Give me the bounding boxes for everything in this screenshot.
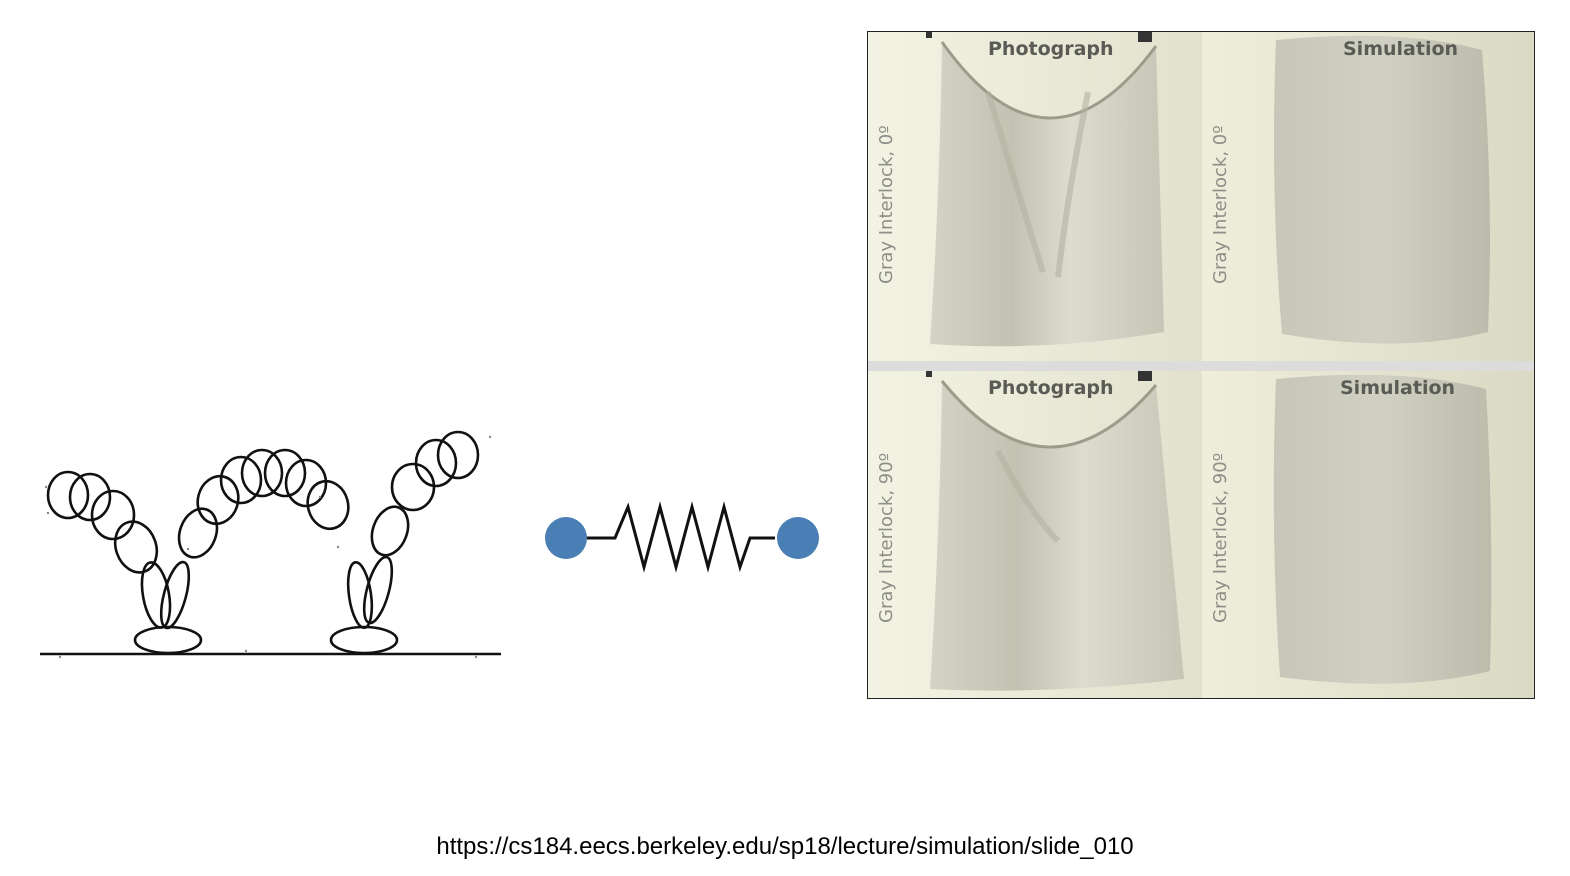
row-divider xyxy=(868,361,1534,371)
mass-spring-diagram xyxy=(545,501,819,573)
source-url: https://cs184.eecs.berkeley.edu/sp18/lec… xyxy=(436,833,1134,860)
cloth-comparison-figure: Photograph Gray Interlock, 0º Simulation… xyxy=(867,31,1535,699)
hanging-cloth-photo xyxy=(868,32,1202,361)
ball-frame xyxy=(68,472,112,522)
ball-frame xyxy=(306,479,350,531)
ball-frame xyxy=(196,474,240,526)
ball-frame xyxy=(240,448,284,498)
fabric-label: Gray Interlock, 0º xyxy=(1210,125,1231,284)
ball-frame xyxy=(219,455,263,505)
fabric-label: Gray Interlock, 90º xyxy=(1210,452,1231,623)
mass-left xyxy=(545,517,587,559)
ball-frame xyxy=(177,507,219,559)
photograph-panel: Photograph Gray Interlock, 90º xyxy=(868,371,1202,698)
fabric-label: Gray Interlock, 0º xyxy=(876,125,897,284)
ball-frame xyxy=(140,561,172,629)
photograph-panel: Photograph Gray Interlock, 0º xyxy=(868,32,1202,361)
simulated-cloth xyxy=(1202,371,1534,698)
bouncing-ball-sketch xyxy=(40,430,501,659)
ball-frame xyxy=(436,430,480,480)
ball-frame xyxy=(329,625,399,655)
fabric-label: Gray Interlock, 90º xyxy=(876,452,897,623)
simulation-title: Simulation xyxy=(1340,377,1456,399)
ball-frame xyxy=(284,458,328,508)
simulated-cloth xyxy=(1202,32,1534,361)
ball-frame xyxy=(133,625,203,655)
simulation-title: Simulation xyxy=(1343,38,1459,60)
ball-frame xyxy=(263,448,307,498)
photograph-title: Photograph xyxy=(988,377,1114,399)
photograph-title: Photograph xyxy=(988,38,1114,60)
ball-frame xyxy=(362,555,394,625)
mass-right xyxy=(777,517,819,559)
spring-coil xyxy=(585,501,775,573)
simulation-panel: Simulation Gray Interlock, 0º xyxy=(1202,32,1534,361)
hanging-cloth-photo xyxy=(868,371,1202,698)
ball-frame xyxy=(46,470,90,520)
ball-frame xyxy=(113,520,159,574)
ball-frame xyxy=(414,438,458,488)
simulation-panel: Simulation Gray Interlock, 90º xyxy=(1202,371,1534,698)
ball-frame xyxy=(346,560,374,630)
ball-frame xyxy=(370,505,410,557)
ball-frame xyxy=(90,489,136,541)
ball-frame xyxy=(390,462,436,512)
